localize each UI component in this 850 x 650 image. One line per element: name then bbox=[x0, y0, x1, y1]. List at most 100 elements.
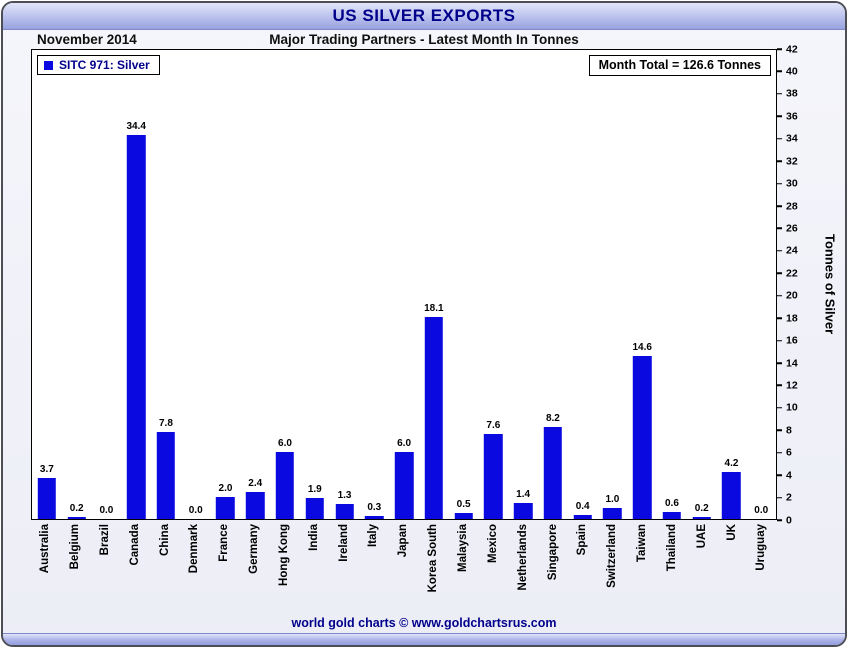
bar-group-spain: 0.4 bbox=[568, 50, 598, 519]
bar-group-netherlands: 1.4 bbox=[508, 50, 538, 519]
tick-label: 0 bbox=[786, 513, 792, 526]
x-axis-label-text: Australia bbox=[39, 524, 52, 574]
bar-value-label-japan: 6.0 bbox=[397, 438, 412, 450]
bar-group-thailand: 0.6 bbox=[657, 50, 687, 519]
x-axis-label-text: Netherlands bbox=[516, 524, 529, 591]
x-axis-label-text: Thailand bbox=[665, 524, 678, 572]
y-axis-tick-0: 0 bbox=[777, 515, 792, 526]
y-axis-tick-20: 20 bbox=[777, 290, 798, 301]
x-axis-label-text: Spain bbox=[576, 524, 589, 556]
tick-mark bbox=[777, 407, 782, 409]
bar-value-label-france: 2.0 bbox=[218, 482, 233, 494]
y-axis-tick-22: 22 bbox=[777, 268, 798, 279]
bar-thailand bbox=[662, 512, 682, 519]
bottom-accent-bar bbox=[3, 633, 845, 645]
bar-value-label-germany: 2.4 bbox=[248, 478, 263, 490]
bar-group-uruguay: 0.0 bbox=[746, 50, 776, 519]
x-axis-label-singapore: Singapore bbox=[538, 520, 568, 614]
bar-india bbox=[305, 497, 324, 519]
tick-label: 20 bbox=[786, 289, 798, 302]
page-title: US SILVER EXPORTS bbox=[332, 6, 516, 25]
x-axis-label-italy: Italy bbox=[359, 520, 389, 614]
x-axis-label-thailand: Thailand bbox=[658, 520, 688, 614]
y-axis-tick-36: 36 bbox=[777, 111, 798, 122]
legend: SITC 971: Silver bbox=[37, 55, 160, 75]
bar-value-label-uae: 0.2 bbox=[694, 502, 709, 514]
bar-group-mexico: 7.6 bbox=[478, 50, 508, 519]
x-axis-label-text: Brazil bbox=[98, 524, 111, 556]
bar-value-label-mexico: 7.6 bbox=[486, 420, 501, 432]
x-axis-label-text: Switzerland bbox=[606, 524, 619, 588]
x-axis-label-text: Germany bbox=[248, 524, 261, 574]
x-axis-label-switzerland: Switzerland bbox=[598, 520, 628, 614]
y-axis-tick-24: 24 bbox=[777, 246, 798, 257]
x-axis-label-malaysia: Malaysia bbox=[449, 520, 479, 614]
x-axis-label-text: Singapore bbox=[546, 524, 559, 581]
bar-value-label-denmark: 0.0 bbox=[188, 505, 203, 516]
legend-marker-icon bbox=[44, 60, 53, 70]
tick-label: 4 bbox=[786, 468, 792, 481]
tick-mark bbox=[777, 115, 782, 118]
x-axis-label-spain: Spain bbox=[568, 520, 598, 614]
x-axis-label-australia: Australia bbox=[31, 520, 61, 614]
bar-value-label-thailand: 0.6 bbox=[665, 498, 679, 510]
bar-group-india: 1.9 bbox=[300, 50, 330, 519]
bar-group-malaysia: 0.5 bbox=[449, 50, 479, 519]
bar-hong-kong bbox=[275, 452, 295, 519]
x-axis-label-hong-kong: Hong Kong bbox=[270, 520, 300, 614]
x-axis-label-india: India bbox=[300, 520, 330, 614]
bar-value-label-singapore: 8.2 bbox=[545, 413, 560, 425]
tick-label: 16 bbox=[786, 334, 798, 347]
x-axis-label-text: UK bbox=[725, 524, 738, 541]
y-axis-tick-12: 12 bbox=[777, 380, 798, 391]
chart-subtitle: Major Trading Partners - Latest Month In… bbox=[269, 32, 579, 47]
y-axis-tick-40: 40 bbox=[777, 66, 798, 77]
x-axis-label-belgium: Belgium bbox=[61, 520, 91, 614]
bar-value-label-netherlands: 1.4 bbox=[516, 489, 531, 501]
x-axis-labels: Australia Belgium Brazil Canada China Denmark… bbox=[31, 520, 777, 614]
bar-value-label-ireland: 1.3 bbox=[337, 490, 352, 502]
tick-mark bbox=[777, 519, 782, 521]
bar-group-uk: 4.2 bbox=[717, 50, 747, 519]
x-axis-label-japan: Japan bbox=[389, 520, 419, 614]
chart-title-bar: US SILVER EXPORTS bbox=[3, 3, 845, 30]
tick-mark bbox=[777, 48, 782, 50]
tick-mark bbox=[777, 362, 782, 364]
tick-mark bbox=[777, 294, 782, 297]
x-axis-label-text: Uruguay bbox=[755, 524, 768, 571]
bar-group-canada: 34.4 bbox=[121, 50, 151, 519]
bar-value-label-australia: 3.7 bbox=[39, 463, 54, 475]
bar-value-label-uruguay: 0.0 bbox=[754, 505, 769, 516]
y-axis-tick-4: 4 bbox=[777, 470, 792, 481]
y-axis-tick-28: 28 bbox=[777, 201, 798, 212]
bar-group-australia: 3.7 bbox=[32, 50, 62, 519]
bar-singapore bbox=[543, 427, 563, 519]
x-axis-label-taiwan: Taiwan bbox=[628, 520, 658, 614]
tick-mark bbox=[777, 339, 782, 342]
bar-value-label-china: 7.8 bbox=[158, 417, 173, 429]
bars-container: 3.7 0.2 0.0 34.4 7.8 0.0 2.0 2.4 6.0 1.9 1.3 0.3 6.0… bbox=[32, 50, 776, 519]
bar-group-brazil: 0.0 bbox=[92, 50, 122, 519]
x-axis-label-text: Hong Kong bbox=[277, 524, 290, 586]
bar-value-label-italy: 0.3 bbox=[367, 501, 382, 513]
bar-value-label-brazil: 0.0 bbox=[99, 505, 114, 516]
bar-group-china: 7.8 bbox=[151, 50, 181, 519]
x-axis-label-text: Italy bbox=[367, 524, 380, 548]
tick-mark bbox=[777, 474, 782, 476]
y-axis-tick-10: 10 bbox=[777, 403, 798, 414]
tick-label: 12 bbox=[786, 379, 798, 392]
tick-mark bbox=[777, 182, 782, 185]
x-axis-label-text: Malaysia bbox=[456, 524, 469, 572]
bar-value-label-uk: 4.2 bbox=[724, 458, 739, 470]
x-axis-label-germany: Germany bbox=[240, 520, 270, 614]
bar-group-korea-south: 18.1 bbox=[419, 50, 449, 519]
bar-group-denmark: 0.0 bbox=[181, 50, 211, 519]
bar-australia bbox=[37, 477, 57, 519]
x-axis-label-denmark: Denmark bbox=[180, 520, 210, 614]
bar-value-label-canada: 34.4 bbox=[126, 120, 146, 132]
plot-area: 3.7 0.2 0.0 34.4 7.8 0.0 2.0 2.4 6.0 1.9 1.3 0.3 6.0… bbox=[31, 49, 777, 520]
tick-label: 6 bbox=[786, 446, 792, 459]
tick-label: 24 bbox=[786, 244, 798, 257]
bar-value-label-india: 1.9 bbox=[307, 483, 322, 495]
